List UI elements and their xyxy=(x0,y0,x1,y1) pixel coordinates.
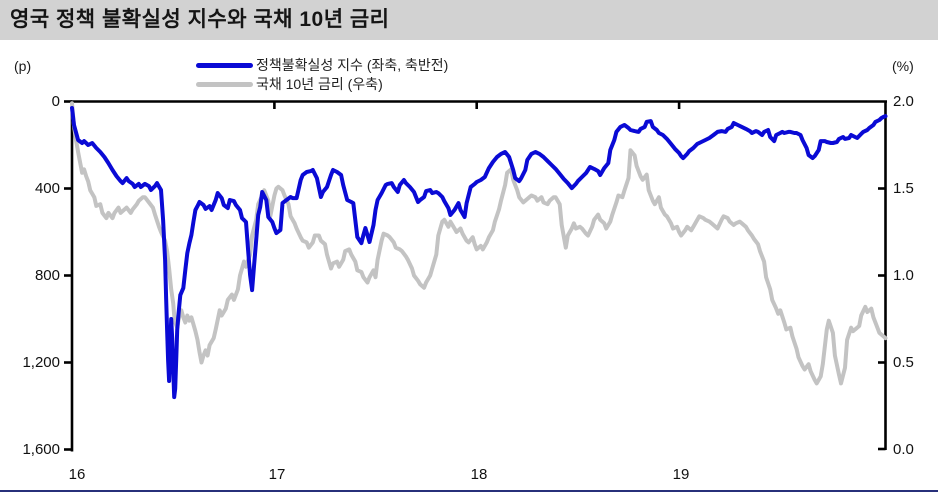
left-tick-1200: 1,200 xyxy=(22,354,60,371)
yield-line-swatch xyxy=(196,81,253,87)
legend-item-yield: 국채 10년 금리 (우축) xyxy=(196,76,383,92)
uncertainty-line-swatch xyxy=(196,62,253,68)
x-tick-17: 17 xyxy=(268,466,286,483)
right-tick-0.0: 0.0 xyxy=(893,441,914,458)
x-tick-16: 16 xyxy=(68,466,86,483)
right-axis-ticks xyxy=(878,187,886,451)
legend-label: 정책불확실성 지수 (좌축, 축반전) xyxy=(256,57,449,73)
uncertainty-line xyxy=(70,106,888,400)
right-tick-0.5: 0.5 xyxy=(893,354,914,371)
title-bar: 영국 정책 불확실성 지수와 국채 10년 금리 xyxy=(0,0,938,40)
right-tick-1.5: 1.5 xyxy=(893,180,914,197)
bottom-divider-rule xyxy=(0,490,938,492)
left-axis-ticks xyxy=(64,100,72,451)
legend-label: 국채 10년 금리 (우축) xyxy=(256,76,383,92)
left-tick-0: 0 xyxy=(51,93,60,110)
yield-line xyxy=(70,101,888,386)
left-axis-unit-label: (p) xyxy=(14,58,32,74)
right-tick-1.0: 1.0 xyxy=(893,267,914,284)
left-tick-1600: 1,600 xyxy=(22,441,60,458)
right-tick-2.0: 2.0 xyxy=(893,93,914,110)
right-axis-unit-label: (%) xyxy=(892,58,914,74)
legend-item-uncertainty: 정책불확실성 지수 (좌축, 축반전) xyxy=(196,57,448,73)
x-tick-18: 18 xyxy=(470,466,488,483)
left-tick-400: 400 xyxy=(34,180,60,197)
x-tick-19: 19 xyxy=(672,466,690,483)
top-axis-year-ticks xyxy=(273,101,681,109)
left-tick-800: 800 xyxy=(34,267,60,284)
axis-frame xyxy=(64,100,887,452)
page-title: 영국 정책 불확실성 지수와 국채 10년 금리 xyxy=(10,8,390,31)
